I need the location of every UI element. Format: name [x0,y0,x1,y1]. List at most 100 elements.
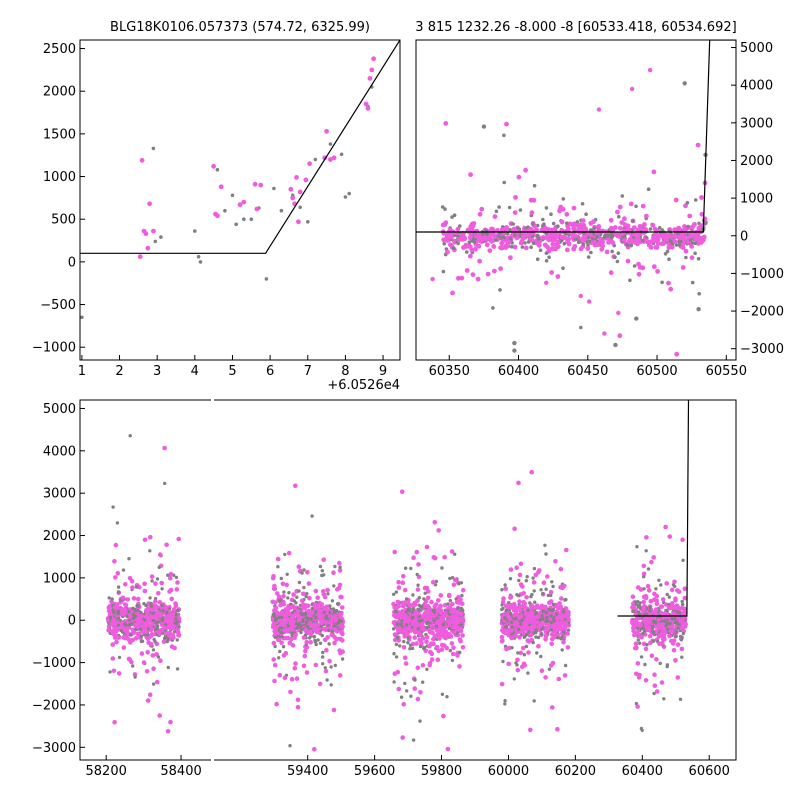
data-point-gray [560,648,564,652]
data-point-gray [450,658,455,663]
data-point-magenta [146,619,151,624]
data-point-gray [108,670,112,674]
data-point-magenta [157,552,163,557]
data-point-gray [151,611,155,615]
data-point-magenta [552,246,557,252]
data-point-gray [405,610,409,614]
data-point-gray [127,610,131,614]
data-point-magenta [120,595,126,601]
data-point-magenta [461,587,466,593]
data-point-gray [685,200,690,205]
data-point-magenta [641,599,646,605]
data-point-magenta [157,631,162,636]
data-point-magenta [122,606,128,612]
data-point-magenta [421,627,427,632]
data-point-magenta [612,225,618,230]
y-tick-label: 0 [68,614,76,629]
data-point-magenta [295,609,301,614]
data-point-gray [680,655,684,659]
data-point-magenta [689,244,694,249]
data-point-gray [155,577,160,581]
data-point-magenta [112,719,117,725]
data-point-magenta [453,619,458,624]
data-point-magenta [428,629,433,635]
top-left-title: BLG18K0106.057373 (574.72, 6325.99) [110,20,370,35]
y-tick-label: 0 [68,255,76,270]
data-point-gray [580,202,585,206]
data-point-magenta [144,607,149,613]
data-point-magenta [402,655,408,660]
data-point-gray [458,650,462,655]
y-tick-label: −2000 [740,305,784,320]
data-point-magenta [340,631,345,637]
data-point-gray [301,619,305,623]
data-point-magenta [653,244,659,250]
data-point-gray [176,608,180,613]
data-point-magenta [420,636,426,641]
data-point-magenta [558,605,564,610]
data-point-magenta [424,585,430,591]
data-point-magenta [522,663,527,668]
data-point-magenta [281,653,287,658]
data-point-magenta [300,591,306,597]
data-point-magenta [296,564,302,569]
data-point-magenta [396,579,401,585]
data-point-magenta [303,648,308,654]
data-point-magenta [288,186,294,192]
data-point-gray [320,573,324,578]
data-point-magenta [141,660,147,665]
data-point-gray [402,639,406,644]
data-point-magenta [651,264,657,270]
data-point-gray [500,588,504,592]
data-point-gray [547,255,551,259]
data-point-magenta [515,667,521,673]
data-point-magenta [467,253,473,259]
data-point-gray [635,545,639,549]
data-point-magenta [427,616,433,622]
data-point-magenta [645,621,650,626]
data-point-gray [589,250,593,255]
data-point-magenta [315,595,321,600]
top-left-plot: 1 2 3 4 5 6 7 8 9 −1000 −500 0 500 1000 1500 2000 2500 [32,39,401,379]
data-point-magenta [487,234,493,239]
data-point-magenta [654,689,660,694]
data-point-gray [536,237,541,241]
data-point-magenta [635,227,641,233]
data-point-gray [646,187,651,191]
data-point-magenta [125,597,131,602]
data-point-magenta [339,594,344,600]
data-point-gray [117,655,122,660]
data-point-magenta [492,268,497,274]
data-point-magenta [680,232,686,238]
data-point-gray [411,593,415,597]
data-point-magenta [641,563,647,569]
data-point-magenta [654,657,659,662]
x-tick-label: 9 [379,364,387,379]
data-point-gray [422,646,426,651]
data-point-magenta [515,657,520,663]
data-point-magenta [550,623,556,629]
data-point-magenta [443,121,449,126]
data-point-magenta [564,211,570,217]
data-point-magenta [324,128,329,134]
data-point-gray [650,624,655,629]
data-point-gray [417,603,421,607]
top-left-plot-frame [79,39,401,361]
data-point-gray [163,481,167,486]
data-point-magenta [528,226,533,232]
data-point-gray [306,616,310,621]
data-point-magenta [446,618,452,624]
data-point-magenta [689,255,695,261]
data-point-magenta [666,280,671,286]
data-point-magenta [145,245,151,251]
data-point-magenta [130,637,136,643]
data-point-magenta [303,177,309,183]
data-point-magenta [237,202,243,208]
data-point-gray [551,584,555,589]
data-point-gray [411,607,416,611]
data-point-magenta [417,637,422,643]
data-point-gray [305,592,309,596]
data-point-gray [116,590,121,594]
data-point-magenta [271,586,277,591]
data-point-magenta [672,227,678,233]
